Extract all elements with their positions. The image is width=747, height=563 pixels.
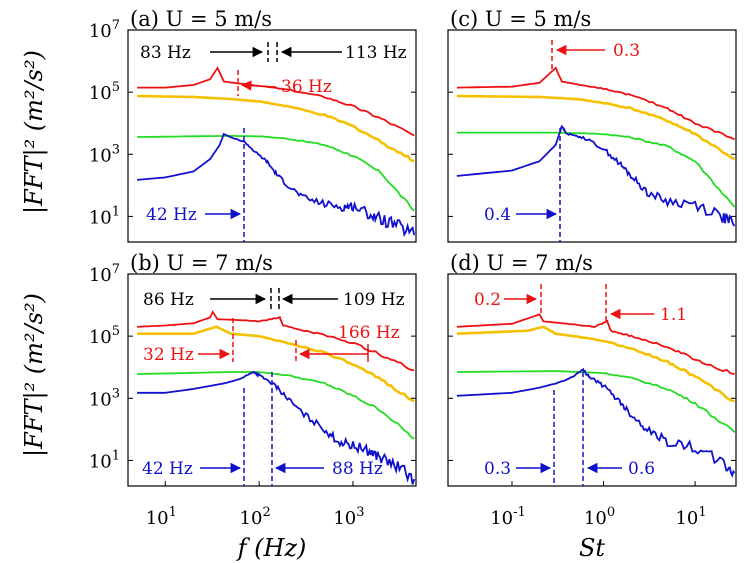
xtick-label: 101: [675, 505, 706, 529]
series-a-red: [137, 66, 415, 137]
series-c-red: [456, 66, 735, 141]
xtick-label: 10-1: [490, 505, 526, 529]
series-d-yellow: [456, 325, 735, 403]
ytick-label: 103: [89, 142, 120, 166]
panel-c-plot: [456, 66, 736, 227]
annotation-a-113hz: 113 Hz: [345, 43, 407, 63]
xtick-label: 103: [333, 505, 364, 529]
annotation-d-11: 1.1: [660, 305, 687, 325]
ytick-label: 101: [89, 204, 120, 228]
series-d-green: [456, 370, 736, 433]
xtick-label: 101: [146, 505, 177, 529]
series-b-red: [137, 310, 415, 372]
series-d-blue: [456, 367, 736, 478]
ytick-label: 105: [89, 80, 120, 104]
xtick-label: 102: [240, 505, 271, 529]
series-a-green: [137, 135, 415, 212]
series-b-green: [137, 370, 415, 440]
series-b-blue: [137, 370, 416, 485]
panel-d-xticks: 10-1 100 101: [490, 481, 707, 529]
panel-c-title: (c) U = 5 m/s: [450, 7, 591, 31]
panel-d-frame: [447, 273, 737, 487]
series-b-yellow: [137, 325, 415, 403]
y-axis-label-bottom: |FFT|² (m²/s²): [20, 293, 49, 457]
panel-b-xlabel: f (Hz): [236, 534, 307, 562]
annotation-b-88hz: 88 Hz: [332, 459, 383, 479]
panel-c-yticks: [448, 29, 736, 217]
panel-a-plot: [137, 66, 416, 238]
ytick-label: 107: [89, 18, 120, 42]
ytick-label: 103: [89, 386, 120, 410]
panel-d-xlabel: St: [579, 534, 605, 562]
panel-b-plot: [137, 310, 416, 485]
panel-c-frame: [447, 29, 737, 243]
y-axis-label-top: |FFT|² (m²/s²): [20, 50, 49, 214]
annotation-c-03: 0.3: [613, 41, 640, 61]
annotation-arrow-a-36hz: [240, 80, 277, 91]
series-c-blue: [456, 124, 736, 227]
annotation-b-42hz: 42 Hz: [142, 459, 193, 479]
ytick-label: 105: [89, 324, 120, 348]
annotation-b-86hz: 86 Hz: [143, 290, 194, 310]
annotation-d-03: 0.3: [484, 459, 511, 479]
ytick-label: 101: [89, 448, 120, 472]
series-c-yellow: [456, 94, 736, 161]
panel-c: (c) U = 5 m/s 0.3 0.4: [447, 7, 737, 243]
panel-b-yticks: 101 103 105 107: [89, 262, 416, 472]
annotation-b-109hz: 109 Hz: [343, 290, 405, 310]
xtick-label: 100: [584, 505, 615, 529]
panel-d-plot: [456, 313, 736, 478]
annotation-c-04: 0.4: [484, 205, 511, 225]
annotation-a-83hz: 83 Hz: [140, 43, 191, 63]
panel-d-title: (d) U = 7 m/s: [450, 251, 593, 275]
annotation-a-42hz: 42 Hz: [146, 205, 197, 225]
ytick-label: 107: [89, 262, 120, 286]
panel-d: (d) U = 7 m/s 10-1 100 101 0.2 1.1 0.3 0.6…: [447, 251, 737, 562]
annotation-d-02: 0.2: [474, 290, 501, 310]
annotation-d-06: 0.6: [628, 459, 655, 479]
series-d-red: [456, 313, 735, 375]
series-c-green: [456, 131, 736, 208]
panel-b-title: (b) U = 7 m/s: [130, 251, 273, 275]
series-a-yellow: [137, 94, 415, 163]
annotation-a-36hz: 36 Hz: [281, 77, 332, 97]
panel-b-xticks: 101 102 103: [146, 481, 365, 529]
panel-b: (b) U = 7 m/s 101 103 105 107 101 102 103 86 …: [89, 251, 417, 562]
annotation-b-166hz: 166 Hz: [338, 323, 400, 343]
series-a-blue: [137, 132, 416, 238]
panel-a-title: (a) U = 5 m/s: [130, 7, 272, 31]
annotation-b-32hz: 32 Hz: [143, 345, 194, 365]
panel-d-yticks: [448, 273, 736, 461]
panel-a-frame: [127, 29, 417, 243]
